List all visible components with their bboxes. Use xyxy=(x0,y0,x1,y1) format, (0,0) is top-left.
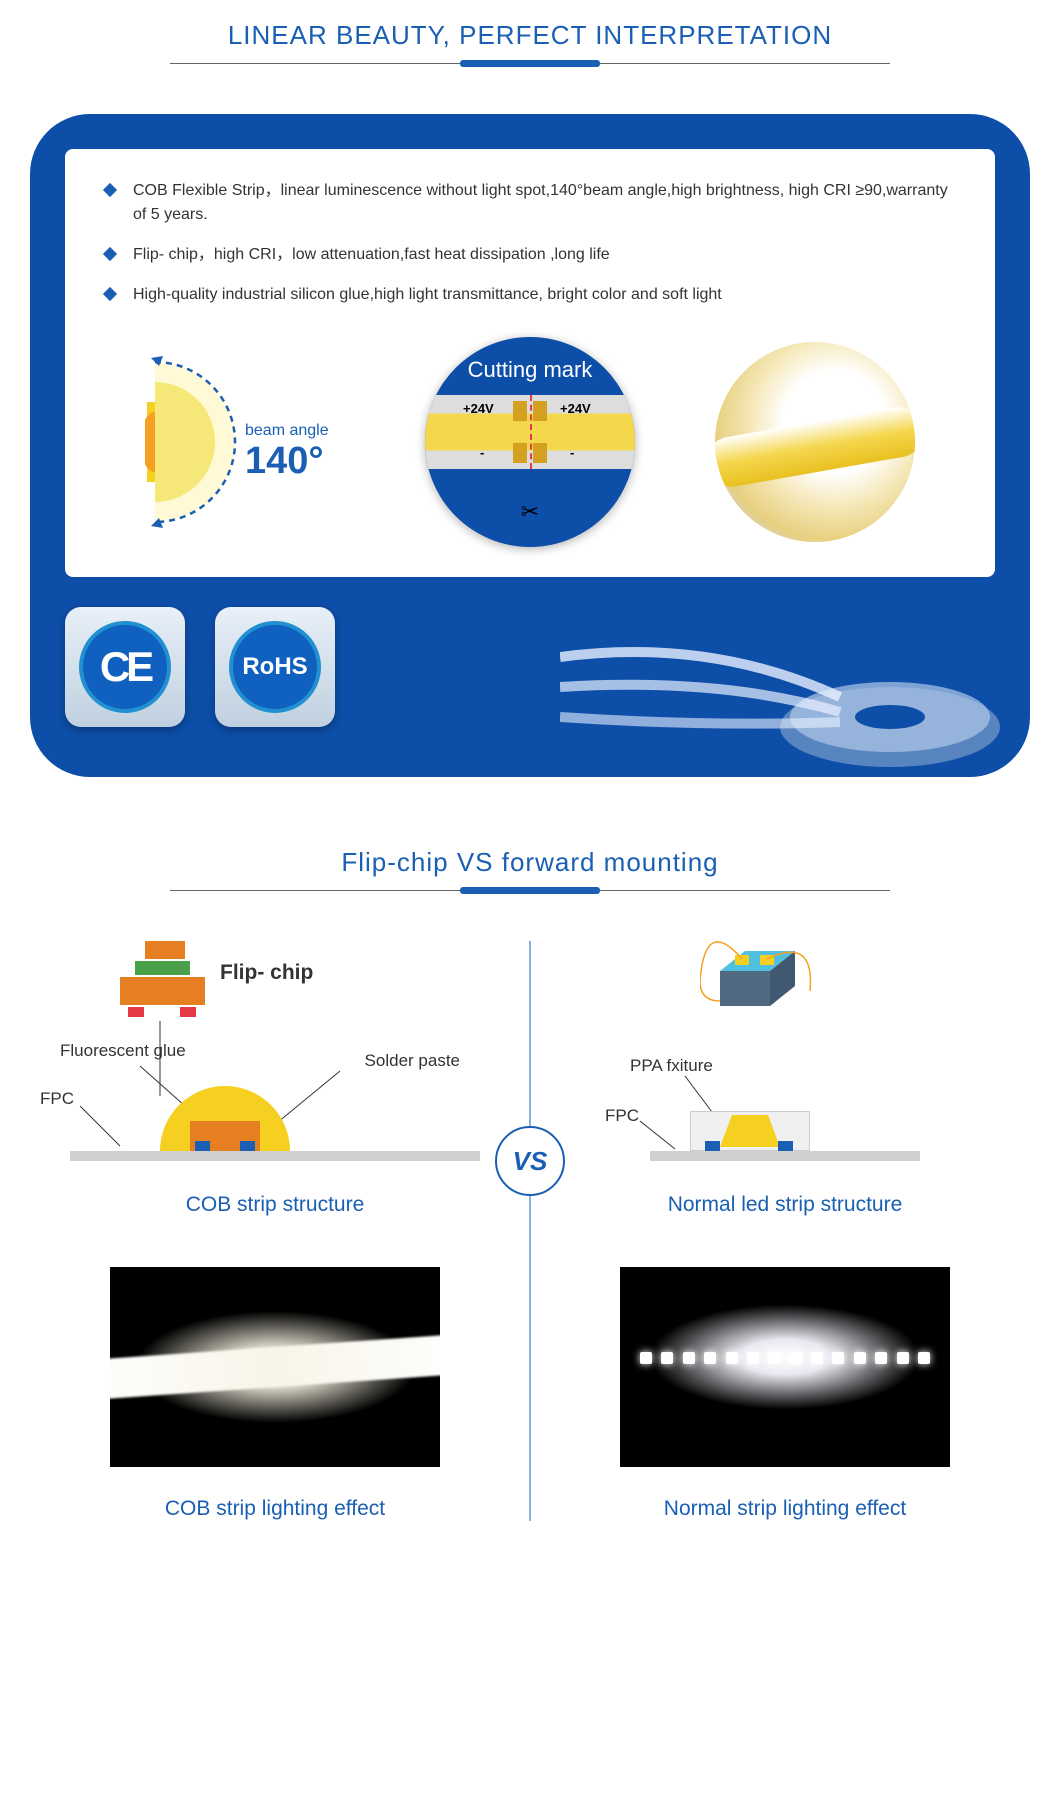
beam-text: beam angle 140° xyxy=(245,422,329,483)
title-underline xyxy=(170,890,890,891)
flipchip-icon xyxy=(120,941,205,1026)
beam-angle-diagram: beam angle 140° xyxy=(145,342,345,542)
polarity-label: - xyxy=(570,445,574,460)
cut-line xyxy=(530,395,532,469)
rohs-badge: RoHS xyxy=(215,607,335,727)
beam-label: beam angle xyxy=(245,422,329,440)
base-line xyxy=(650,1151,920,1161)
bullet-text: High-quality industrial silicon glue,hig… xyxy=(133,283,722,307)
badges-row: CE RoHS xyxy=(30,577,1030,777)
ce-badge: CE xyxy=(65,607,185,727)
diamond-icon xyxy=(103,183,117,197)
reel-illustration xyxy=(560,597,1010,777)
solder-pad xyxy=(513,401,527,421)
solder-pad xyxy=(533,443,547,463)
voltage-label: +24V xyxy=(560,401,591,416)
compare-grid: VS Flip- chip FPC Fluorescent glue Solde… xyxy=(40,941,1020,1521)
forward-mount-icon xyxy=(700,931,820,1026)
polarity-label: - xyxy=(480,445,484,460)
cutting-title: Cutting mark xyxy=(425,337,635,383)
diagrams-row: beam angle 140° Cutting mark +24V +24V -… xyxy=(105,337,955,547)
normal-column: PPA fxiture FPC Normal led strip structu… xyxy=(550,941,1020,1521)
chip-foot xyxy=(240,1141,255,1151)
blue-panel: COB Flexible Strip，linear luminescence w… xyxy=(30,114,1030,777)
cob-column: Flip- chip FPC Fluorescent glue Solder p… xyxy=(40,941,510,1521)
solder-pad xyxy=(533,401,547,421)
scissors-icon: ✂ xyxy=(521,499,539,525)
structure-label: Normal led strip structure xyxy=(550,1193,1020,1217)
bullet-item: COB Flexible Strip，linear luminescence w… xyxy=(105,179,955,227)
title-underline xyxy=(170,63,890,64)
diamond-icon xyxy=(103,287,117,301)
chip-foot xyxy=(778,1141,793,1151)
diamond-icon xyxy=(103,247,117,261)
vs-divider xyxy=(530,941,531,1521)
section-linear-beauty: LINEAR BEAUTY, PERFECT INTERPRETATION CO… xyxy=(0,0,1060,777)
solder-pad xyxy=(513,443,527,463)
effect-label: Normal strip lighting effect xyxy=(550,1497,1020,1521)
callout-fpc: FPC xyxy=(40,1089,74,1109)
cutting-mark-diagram: Cutting mark +24V +24V - - ✂ xyxy=(425,337,635,547)
structure-label: COB strip structure xyxy=(40,1193,510,1217)
rohs-text: RoHS xyxy=(242,653,307,681)
cob-structure-diagram: Flip- chip FPC Fluorescent glue Solder p… xyxy=(40,941,510,1181)
base-line xyxy=(70,1151,480,1161)
callout-ppa: PPA fxiture xyxy=(630,1056,713,1076)
strip-curve-photo xyxy=(715,342,915,542)
features-card: COB Flexible Strip，linear luminescence w… xyxy=(65,149,995,577)
normal-effect-photo xyxy=(620,1267,950,1467)
effect-label: COB strip lighting effect xyxy=(40,1497,510,1521)
bullet-list: COB Flexible Strip，linear luminescence w… xyxy=(105,179,955,307)
flipchip-label: Flip- chip xyxy=(220,961,313,985)
section-comparison: Flip-chip VS forward mounting VS Flip- c… xyxy=(0,827,1060,1521)
callout-paste: Solder paste xyxy=(365,1051,460,1071)
chip-foot xyxy=(195,1141,210,1151)
bullet-item: High-quality industrial silicon glue,hig… xyxy=(105,283,955,307)
normal-structure-diagram: PPA fxiture FPC xyxy=(550,941,1020,1181)
cob-effect-photo xyxy=(110,1267,440,1467)
bullet-item: Flip- chip，high CRI，low attenuation,fast… xyxy=(105,243,955,267)
callout-glue: Fluorescent glue xyxy=(60,1041,186,1061)
bullet-text: Flip- chip，high CRI，low attenuation,fast… xyxy=(133,243,610,267)
bullet-text: COB Flexible Strip，linear luminescence w… xyxy=(133,179,955,227)
ce-text: CE xyxy=(100,643,150,691)
voltage-label: +24V xyxy=(463,401,494,416)
beam-value: 140° xyxy=(245,440,329,483)
section-title: Flip-chip VS forward mounting xyxy=(40,827,1020,890)
callout-fpc: FPC xyxy=(605,1106,639,1126)
chip-foot xyxy=(705,1141,720,1151)
section-title: LINEAR BEAUTY, PERFECT INTERPRETATION xyxy=(0,0,1060,63)
